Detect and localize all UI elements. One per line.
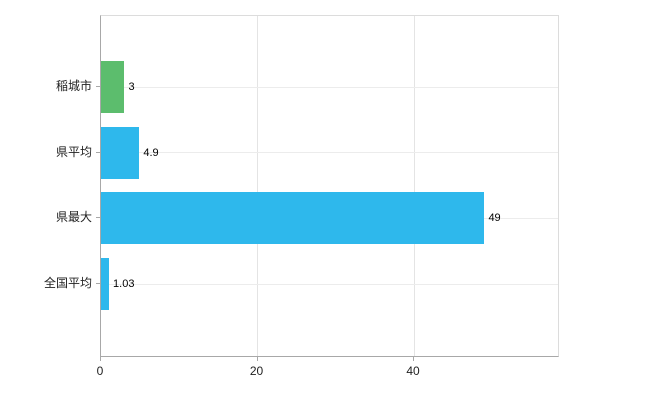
y-tick-mark [96,86,100,87]
category-label: 全国平均 [43,276,92,290]
chart-bar [101,126,140,179]
x-tick-label: 40 [406,364,420,378]
chart-bar [101,61,125,113]
x-tick-mark [256,357,258,361]
category-label: 県平均 [55,144,92,159]
chart-bar [101,258,110,310]
y-tick-mark [96,283,100,284]
bar-value-label: 3 [128,81,135,93]
category-label: 県最大 [55,210,92,225]
x-tick-label: 20 [249,364,264,378]
chart-bar [101,192,485,245]
category-gridline [101,152,558,154]
y-tick-mark [96,151,100,153]
bar-value-label: 1.03 [113,278,135,290]
plot-area: 3 4.9 49 1.03 [100,15,559,357]
bar-value-label: 49 [488,212,501,225]
x-gridline [257,16,258,356]
x-gridline [413,16,415,356]
x-tick-mark [413,357,414,361]
category-label: 稲城市 [55,79,92,93]
bar-value-label: 4.9 [143,146,159,159]
x-tick-label: 0 [96,364,104,378]
category-gridline [101,86,558,88]
category-gridline [101,283,558,285]
y-tick-mark [96,217,100,219]
x-tick-mark [100,357,101,361]
